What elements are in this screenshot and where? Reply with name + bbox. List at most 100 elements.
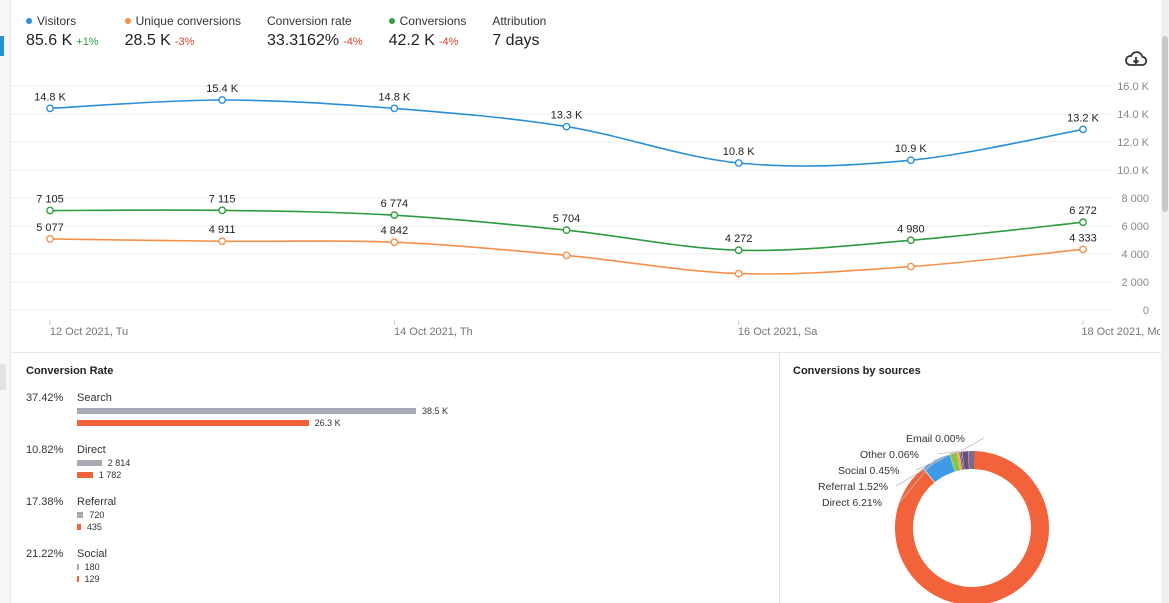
- visitors-point: [218, 96, 227, 104]
- visitors-bar-value: 2 814: [107, 458, 131, 468]
- conversions-data-label: 7 115: [209, 193, 236, 205]
- leader-line: [961, 437, 985, 452]
- unique_conversions-data-label: 5 077: [36, 222, 64, 234]
- kpi-value: 7 days: [492, 32, 540, 49]
- conversions-point: [562, 226, 571, 235]
- y-tick-label: 2 000: [1121, 277, 1149, 289]
- unique_conversions-point: [906, 262, 915, 271]
- conversions-point: [734, 246, 743, 255]
- y-tick-label: 0: [1143, 305, 1149, 317]
- rate-percent: 21.22%: [26, 548, 64, 560]
- conversions-data-label: 5 704: [553, 213, 581, 225]
- visitors-bar: [77, 512, 84, 518]
- source-name: Search: [77, 392, 112, 404]
- visitors-data-label: 13.3 K: [551, 110, 583, 122]
- visitors-bar: [77, 460, 102, 466]
- kpi-conversion-rate[interactable]: Conversion rate 33.3162% -4%: [267, 14, 363, 50]
- conversions-point: [46, 206, 54, 215]
- kpi-attribution[interactable]: Attribution 7 days: [492, 14, 546, 50]
- source-name: Social: [77, 548, 107, 560]
- list-item[interactable]: 21.22% Social 180 129: [26, 548, 766, 600]
- rate-percent: 10.82%: [26, 444, 64, 456]
- list-item[interactable]: 37.42% Search 38.5 K 26.3 K: [26, 392, 766, 444]
- source-name: Direct: [77, 444, 106, 456]
- kpi-value: 28.5 K: [124, 32, 171, 49]
- rail-section-marker: [0, 364, 6, 390]
- donut-label: Direct 6.21%: [822, 497, 882, 509]
- cloud-download-icon[interactable]: [1124, 50, 1148, 68]
- list-item[interactable]: 10.82% Direct 2 814 1 782: [26, 444, 766, 496]
- conversions-bar-value: 26.3 K: [314, 418, 341, 428]
- line-chart: 16.0 K 14.0 K 12.0 K 10.0 K 8 000 6 000 4 000 2…: [10, 81, 1160, 338]
- kpi-change: -3%: [174, 36, 195, 48]
- conversions-data-label: 7 105: [36, 194, 64, 206]
- visitors-data-label: 14.8 K: [378, 91, 410, 103]
- kpi-unique-conversions[interactable]: Unique conversions 28.5 K -3%: [124, 14, 241, 50]
- kpi-change: -4%: [343, 36, 363, 48]
- conversions-point: [1079, 218, 1087, 227]
- kpi-change: +1%: [76, 36, 99, 48]
- conversions-bar: [77, 420, 309, 426]
- y-tick-label: 12.0 K: [1117, 137, 1149, 149]
- donut-label: Social 0.45%: [838, 465, 899, 477]
- visitors-data-label: 13.2 K: [1067, 112, 1099, 124]
- unique_conversions-data-label: 4 333: [1069, 232, 1097, 244]
- kpi-value: 42.2 K: [388, 32, 435, 49]
- x-tick-label: 12 Oct 2021, Tu: [50, 326, 128, 338]
- conversion-rate-list: 37.42% Search 38.5 K 26.3 K 10.82% Direc…: [26, 392, 766, 600]
- rail-active-marker: [0, 36, 4, 56]
- kpi-change: -4%: [438, 36, 459, 48]
- visitors-bar-value: 180: [84, 562, 100, 572]
- kpi-label: Attribution: [492, 14, 547, 28]
- leader-line: [937, 450, 960, 455]
- conversions-dot-icon: [388, 18, 395, 24]
- conversions-bar-value: 435: [86, 522, 102, 532]
- y-tick-label: 14.0 K: [1117, 109, 1149, 121]
- scrollbar-thumb[interactable]: [1162, 36, 1168, 212]
- vertical-scrollbar[interactable]: [1161, 0, 1169, 603]
- visitors-point: [906, 156, 915, 165]
- visitors-bar-value: 38.5 K: [422, 406, 449, 416]
- rate-percent: 17.38%: [26, 496, 64, 508]
- visitors-bar-value: 720: [89, 510, 105, 520]
- leader-line: [915, 450, 959, 471]
- visitors-point: [734, 159, 743, 167]
- conversions-point: [218, 206, 227, 215]
- section-divider: [10, 352, 1161, 353]
- sources-donut-chart: Direct 6.21% Referral 1.52% Social 0.45% Ot…: [818, 433, 1049, 603]
- visitors-data-label: 14.8 K: [34, 91, 66, 103]
- conversions-data-label: 4 272: [725, 233, 753, 245]
- kpi-label: Visitors: [37, 14, 77, 28]
- conversions-data-label: 6 272: [1069, 205, 1097, 217]
- conversions-data-label: 4 980: [897, 223, 925, 235]
- visitors-bar: [77, 408, 416, 414]
- y-tick-label: 6 000: [1121, 221, 1149, 233]
- source-name: Referral: [77, 496, 117, 508]
- visitors-data-label: 10.8 K: [723, 146, 755, 158]
- kpi-label: Unique conversions: [135, 14, 241, 28]
- y-tick-label: 4 000: [1121, 249, 1149, 261]
- conversions-bar: [77, 472, 93, 478]
- donut-slice-main: [895, 451, 1049, 603]
- conversion-rate-title: Conversion Rate: [26, 365, 114, 377]
- visitors-point: [1079, 125, 1087, 134]
- unique_conversions-point: [562, 251, 571, 260]
- visitors-data-label: 15.4 K: [206, 83, 238, 95]
- x-tick-label: 16 Oct 2021, Sa: [738, 326, 818, 338]
- visitors-data-label: 10.9 K: [895, 143, 927, 155]
- y-tick-label: 16.0 K: [1117, 81, 1149, 93]
- conversions-bar-value: 129: [84, 574, 100, 584]
- kpi-value: 33.3162%: [267, 32, 340, 49]
- donut-label: Email 0.00%: [906, 433, 965, 445]
- list-item[interactable]: 17.38% Referral 720 435: [26, 496, 766, 548]
- conversions-bar-value: 1 782: [98, 470, 122, 480]
- y-tick-label: 10.0 K: [1117, 165, 1149, 177]
- kpi-conversions[interactable]: Conversions 42.2 K -4%: [388, 14, 467, 50]
- kpi-visitors[interactable]: Visitors 85.6 K +1%: [26, 14, 99, 50]
- unique_conversions-point: [734, 269, 743, 278]
- unique_conversions-point: [1079, 245, 1087, 254]
- kpi-label: Conversions: [399, 14, 467, 28]
- unique_conversions-point: [46, 235, 54, 243]
- visitors-point: [390, 104, 399, 113]
- visitors-point: [46, 104, 54, 113]
